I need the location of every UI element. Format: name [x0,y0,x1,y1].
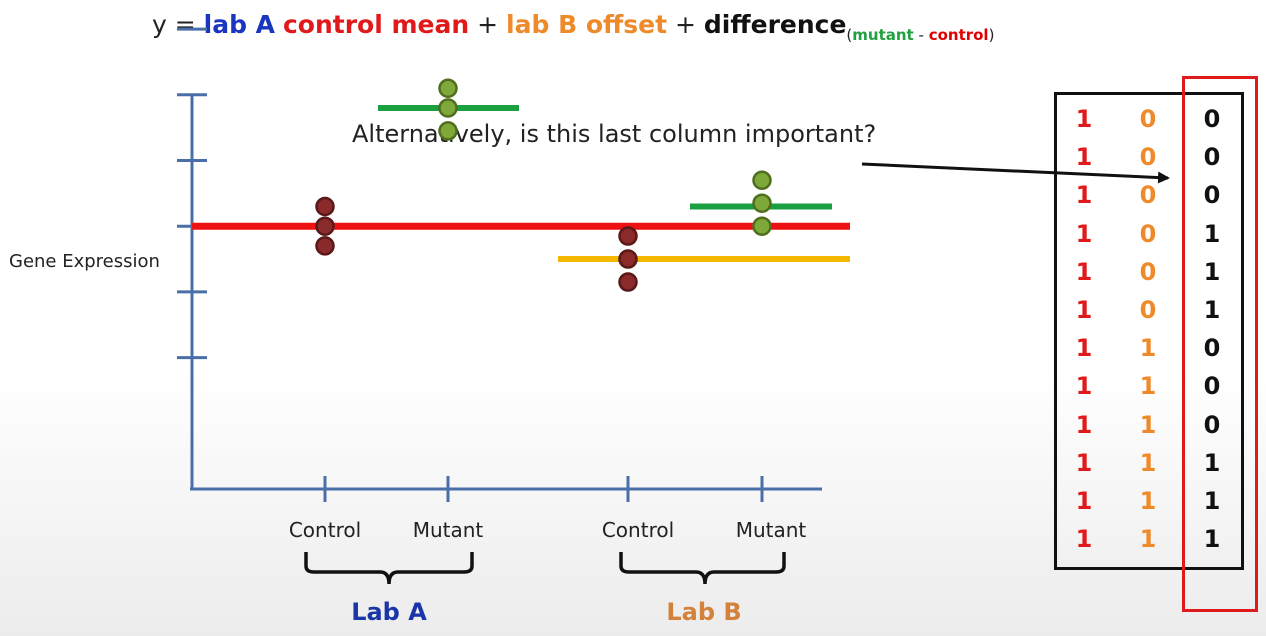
matrix-cell-r3-c1: 1 [1075,181,1093,210]
matrix-cell-r4-c1: 1 [1075,219,1093,248]
matrix-cell-r8-c2: 1 [1139,372,1157,401]
mean-lines [192,104,850,263]
sub-control: control [928,26,989,44]
y-axis-label: Gene Expression [9,251,160,272]
matrix-cell-r1-c3: 0 [1203,105,1221,133]
matrix-cell-r10-c1: 1 [1075,448,1093,477]
matrix-cell-r10-c3: 1 [1203,448,1221,477]
matrix-row-11: 1 1 1 [1054,482,1244,520]
difference-subscript: (mutant - control) [846,26,994,44]
matrix-row-5: 1 0 1 [1054,253,1244,291]
matrix-cell-r6-c1: 1 [1075,296,1093,324]
matrix-cell-r2-c1: 1 [1075,143,1093,172]
sub-mutant: mutant [852,26,914,44]
data-points [315,78,772,292]
matrix-cell-r11-c2: 1 [1139,487,1157,515]
term-difference: difference [703,10,847,39]
matrix-cell-r6-c2: 0 [1139,296,1157,324]
matrix-row-10: 1 1 1 [1054,444,1244,482]
tick-label-mutant-lab-a: Mutant [412,518,484,542]
matrix-cell-r2-c2: 0 [1139,143,1157,172]
matrix-cell-r12-c1: 1 [1075,525,1093,554]
matrix-cell-r8-c3: 0 [1203,372,1221,401]
last-column-highlight [1182,76,1258,612]
point-group2-0 [618,226,638,246]
matrix-cell-r7-c3: 0 [1203,334,1221,363]
x-ticks [323,476,764,502]
matrix-cell-r8-c1: 1 [1075,372,1093,401]
matrix-cell-r3-c3: 0 [1203,181,1221,210]
matrix-row-4: 1 0 1 [1054,215,1244,253]
matrix-cell-r5-c1: 1 [1075,257,1093,286]
matrix-cell-r5-c2: 0 [1139,257,1157,286]
equation-prefix: y = [152,10,204,39]
point-group0-2 [315,236,335,256]
matrix-cell-r3-c2: 0 [1139,181,1157,210]
tick-label-control-lab-b: Control [601,518,675,542]
matrix-cell-r9-c1: 1 [1075,410,1093,439]
matrix-row-6: 1 0 1 [1054,291,1244,329]
matrix-row-9: 1 1 0 [1054,406,1244,444]
point-group0-0 [315,196,335,217]
matrix-cell-r1-c1: 1 [1075,105,1093,133]
sub-close-paren: ) [988,26,995,44]
sub-open-paren: ( [846,26,853,44]
tick-label-mutant-lab-b: Mutant [735,518,807,542]
matrix-cell-r12-c3: 1 [1203,525,1221,554]
point-group3-0 [752,170,772,190]
lab-b-brace [619,552,786,585]
matrix-cell-r6-c3: 1 [1203,296,1221,324]
matrix-row-8: 1 1 0 [1054,367,1244,405]
point-group0-1 [315,216,335,236]
matrix-cell-r11-c1: 1 [1075,487,1093,515]
sub-minus: - [913,26,929,44]
point-group2-1 [618,249,638,269]
pointer-arrow [861,162,1170,184]
matrix-cell-r7-c2: 1 [1139,334,1157,363]
point-group1-1 [438,98,458,118]
matrix-cell-r2-c3: 0 [1203,143,1221,172]
matrix-row-1: 1 0 0 [1054,100,1244,138]
matrix-row-12: 1 1 1 [1054,520,1244,558]
matrix-cell-r9-c2: 1 [1139,410,1157,439]
equation-plus-2: + [667,10,704,39]
matrix-cell-r7-c1: 1 [1075,334,1093,363]
point-group3-2 [752,216,772,236]
lab-b-label: Lab B [666,598,742,626]
lab-a-label: Lab A [351,598,427,626]
matrix-cell-r11-c3: 1 [1203,487,1221,515]
point-group1-0 [438,78,458,98]
matrix-cell-r9-c3: 0 [1203,410,1221,439]
point-group2-2 [618,272,638,292]
matrix-cell-r5-c3: 1 [1203,257,1221,286]
matrix-cell-r4-c3: 1 [1203,219,1221,248]
term-control-mean: control mean [282,10,470,39]
matrix-cell-r12-c2: 1 [1139,525,1157,554]
equation-plus-1: + [469,10,507,39]
matrix-cell-r1-c2: 0 [1139,105,1157,133]
model-equation: y = lab A control mean + lab B offset + … [152,10,994,44]
matrix-row-2: 1 0 0 [1054,138,1244,176]
axes [190,95,822,491]
tick-label-control-lab-a: Control [288,518,362,542]
group-braces [304,552,786,585]
matrix-cell-r10-c2: 1 [1139,448,1157,477]
lab-a-brace [304,552,474,585]
matrix-row-7: 1 1 0 [1054,329,1244,367]
matrix-row-3: 1 0 0 [1054,176,1244,214]
point-group1-2 [438,121,458,141]
point-group3-1 [752,193,772,213]
matrix-cell-r4-c2: 0 [1139,219,1157,248]
design-matrix [1054,92,1244,570]
term-lab-b-offset: lab B offset [506,10,668,39]
term-lab-a: lab A [203,10,276,39]
